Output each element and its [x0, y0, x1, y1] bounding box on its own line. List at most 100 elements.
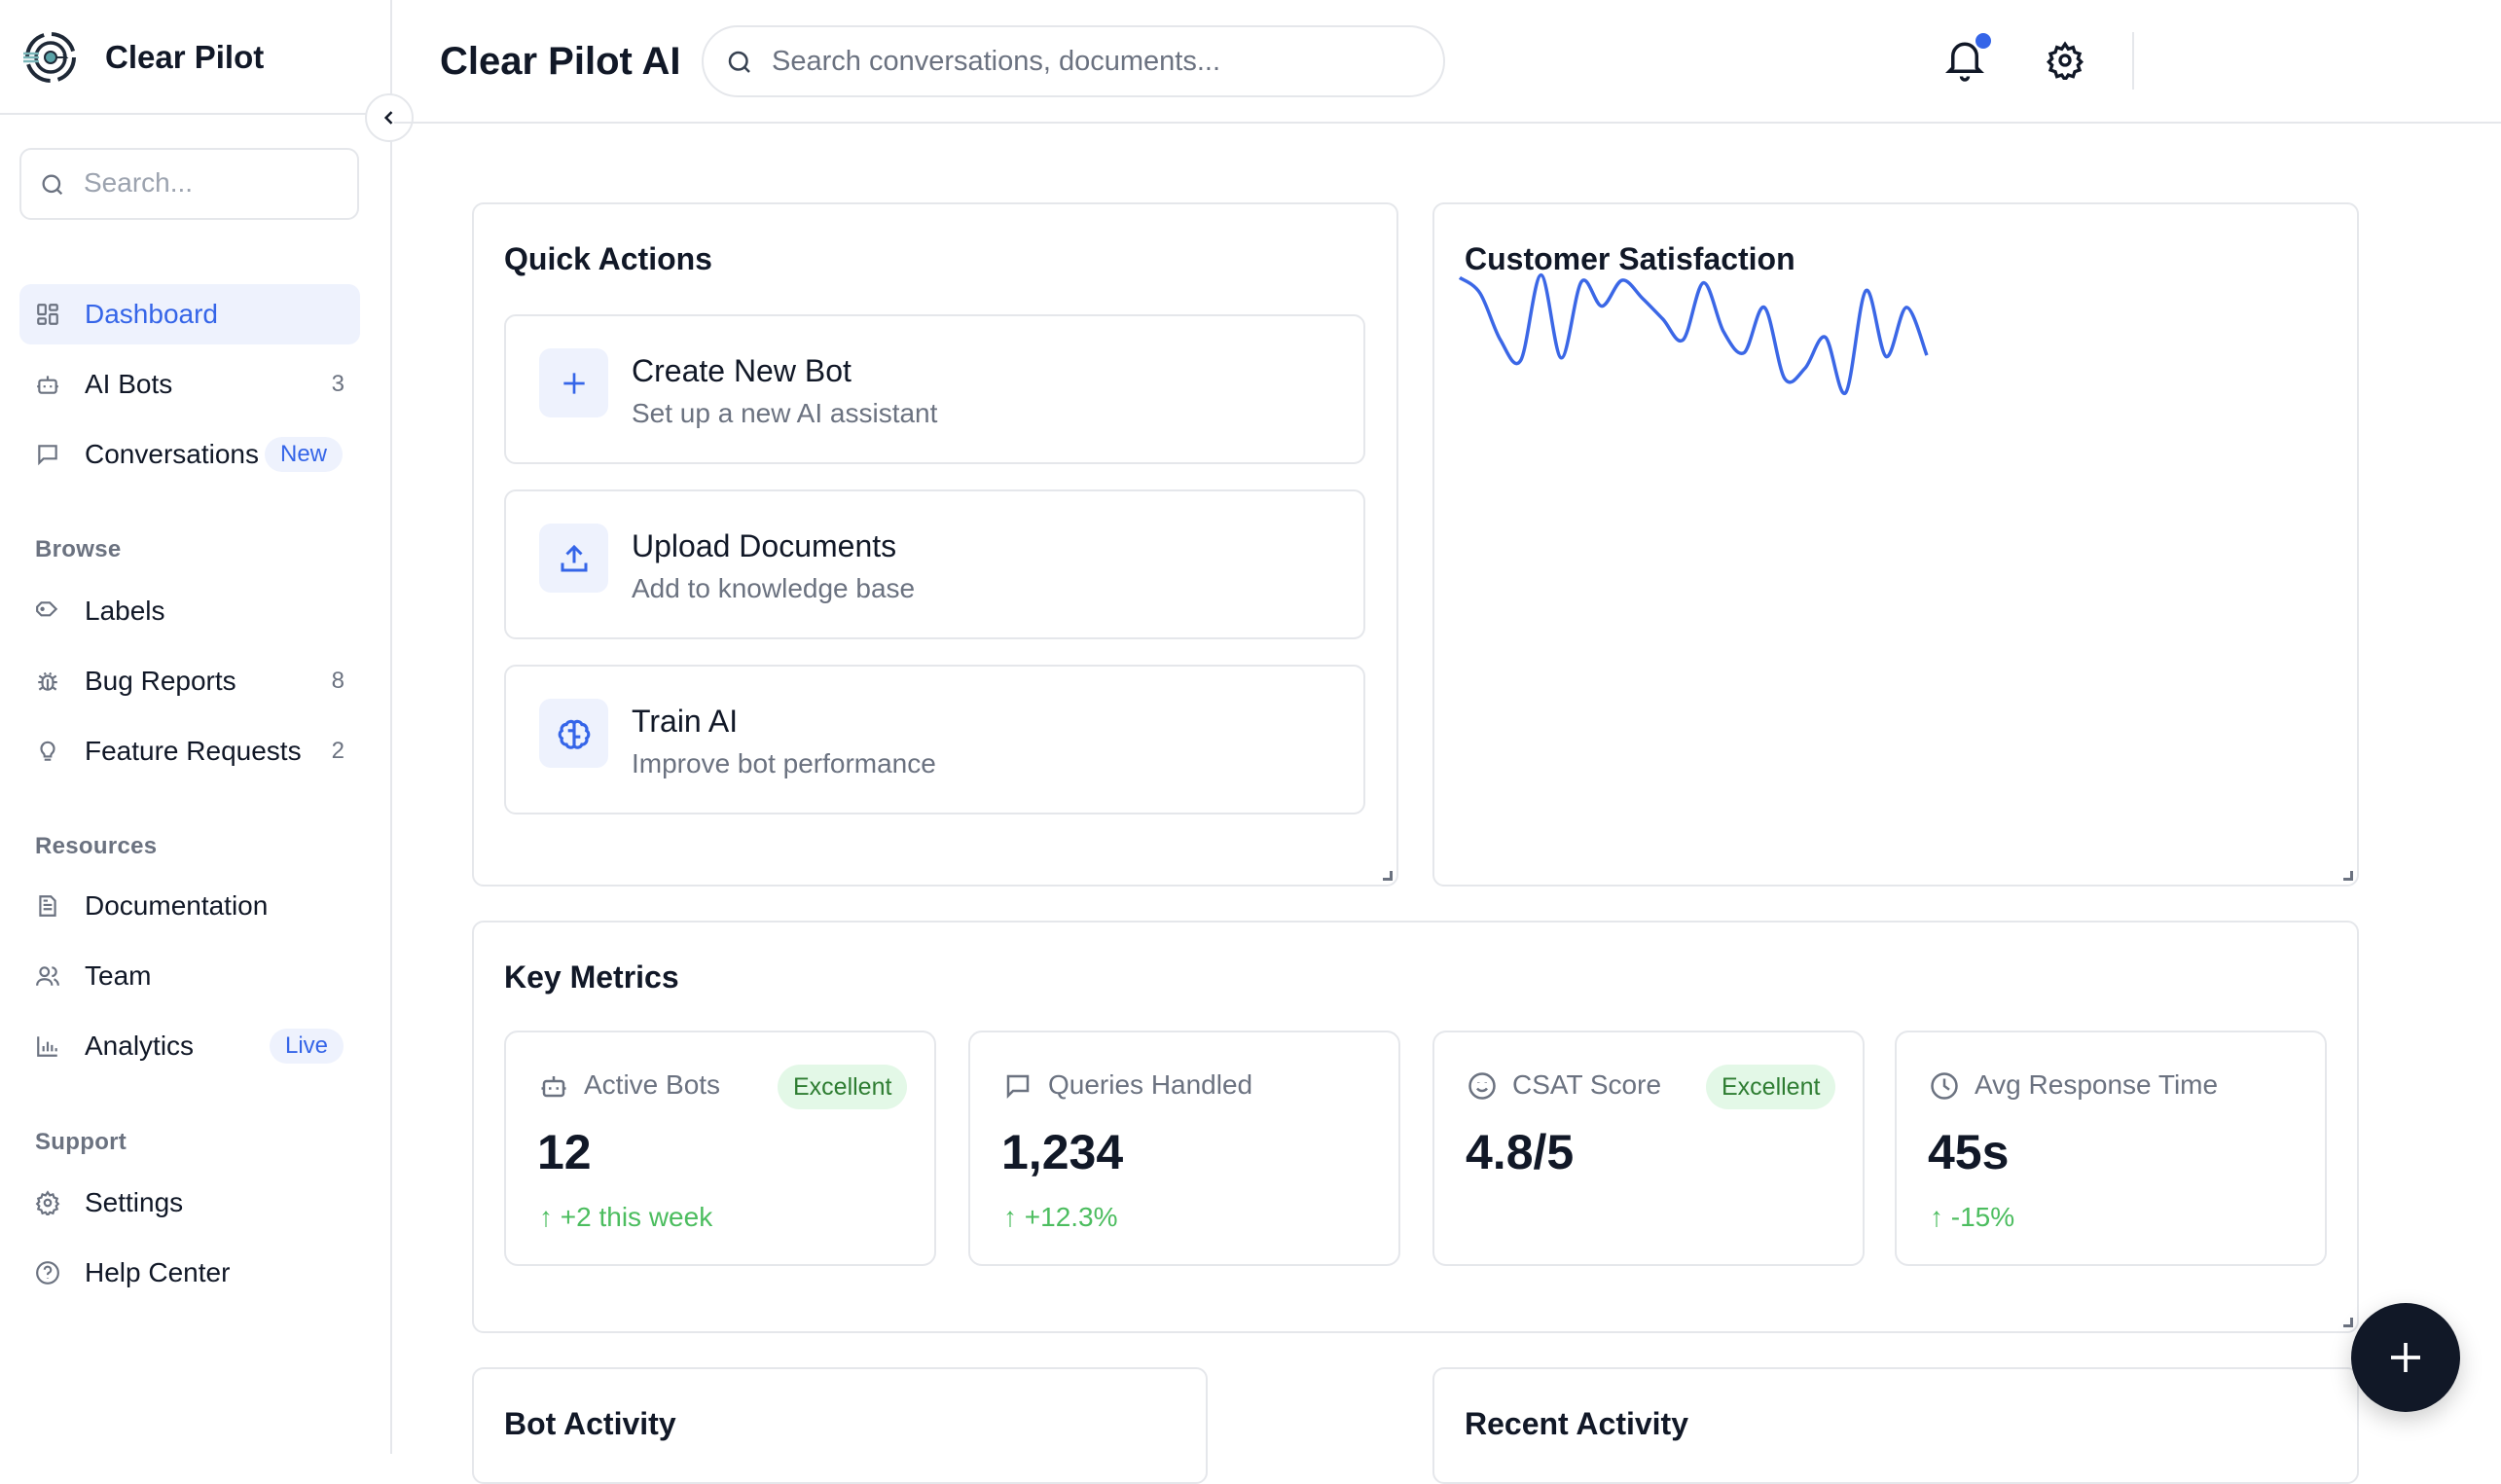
message-icon [1003, 1071, 1033, 1101]
brain-icon [539, 699, 608, 768]
sidebar-item-label: Documentation [85, 890, 269, 921]
satisfaction-line-chart [1458, 272, 1929, 395]
document-icon [35, 893, 60, 919]
search-icon [725, 48, 754, 77]
sidebar-item-label: Analytics [85, 1031, 195, 1061]
search-icon [39, 171, 66, 199]
quick-actions-card [472, 202, 1398, 887]
sidebar-item-label: Conversations [85, 439, 259, 469]
sidebar-item-analytics[interactable]: Analytics Live [19, 1016, 360, 1076]
quick-actions-title: Quick Actions [504, 241, 712, 276]
status-badge: Excellent [778, 1065, 908, 1109]
recent-activity-title: Recent Activity [1465, 1406, 1688, 1441]
action-title: Create New Bot [632, 353, 852, 388]
sidebar: Clear Pilot Dashboard AI Bots 3 Conversa… [0, 0, 392, 1454]
sidebar-item-label: Help Center [85, 1257, 231, 1287]
grid-icon [35, 302, 60, 327]
sidebar-item-feature-requests[interactable]: Feature Requests 2 [19, 721, 360, 781]
brand-name: Clear Pilot [105, 39, 265, 75]
smile-icon [1468, 1071, 1497, 1101]
upload-icon [539, 524, 608, 593]
top-header [394, 0, 2501, 124]
section-title-browse: Browse [35, 536, 122, 562]
create-new-bot-action[interactable]: Create New Bot Set up a new AI assistant [504, 314, 1365, 464]
sidebar-item-label: Settings [85, 1187, 184, 1217]
action-subtitle: Add to knowledge base [632, 573, 916, 603]
metric-card-csat-score: CSAT Score Excellent 4.8/5 [1432, 1031, 1865, 1266]
help-circle-icon [35, 1260, 60, 1285]
header-divider [2132, 32, 2134, 90]
floating-add-button[interactable] [2351, 1303, 2460, 1412]
clock-icon [1930, 1071, 1959, 1101]
sidebar-item-bug-reports[interactable]: Bug Reports 8 [19, 651, 360, 711]
notifications-button[interactable] [1944, 33, 1991, 82]
sidebar-item-dashboard[interactable]: Dashboard [19, 284, 360, 344]
metric-value: 12 [537, 1125, 592, 1179]
resize-handle[interactable] [2343, 871, 2353, 881]
metric-card-queries-handled: Queries Handled 1,234 ↑ +12.3% [968, 1031, 1400, 1266]
sidebar-item-help-center[interactable]: Help Center [19, 1243, 360, 1303]
gear-icon [35, 1190, 60, 1215]
customer-satisfaction-title: Customer Satisfaction [1465, 241, 1795, 276]
live-badge: Live [270, 1029, 344, 1064]
metric-value: 4.8/5 [1466, 1125, 1575, 1179]
sidebar-search[interactable] [19, 148, 359, 220]
tag-icon [35, 598, 60, 624]
new-badge: New [265, 437, 344, 472]
sidebar-item-label: Team [85, 960, 152, 991]
gear-icon [2046, 41, 2084, 80]
count-badge: 8 [331, 668, 344, 694]
count-badge: 2 [331, 738, 344, 764]
sidebar-item-documentation[interactable]: Documentation [19, 876, 360, 936]
metric-card-avg-response-time: Avg Response Time 45s ↑ -15% [1895, 1031, 2327, 1266]
sidebar-item-labels[interactable]: Labels [19, 581, 360, 641]
action-subtitle: Set up a new AI assistant [632, 398, 938, 428]
plus-icon [2386, 1338, 2425, 1377]
customer-satisfaction-card [1432, 202, 2359, 887]
key-metrics-title: Key Metrics [504, 959, 679, 995]
sidebar-item-conversations[interactable]: Conversations New [19, 424, 360, 485]
resize-handle[interactable] [1383, 871, 1393, 881]
sidebar-item-ai-bots[interactable]: AI Bots 3 [19, 354, 360, 415]
message-icon [35, 442, 60, 467]
metric-change: ↑ -15% [1930, 1202, 2015, 1232]
metric-value: 45s [1928, 1125, 2010, 1179]
sidebar-header: Clear Pilot [0, 0, 392, 115]
collapse-sidebar-button[interactable] [365, 93, 414, 142]
sidebar-item-label: Dashboard [85, 299, 218, 329]
global-search[interactable] [702, 25, 1445, 97]
metric-change: ↑ +12.3% [1003, 1202, 1118, 1232]
sidebar-item-label: Bug Reports [85, 666, 236, 696]
bar-chart-icon [35, 1033, 60, 1059]
lightbulb-icon [35, 739, 60, 764]
bot-activity-title: Bot Activity [504, 1406, 676, 1441]
satisfaction-series-line [1458, 272, 1929, 395]
logo-icon [21, 30, 76, 85]
sidebar-item-label: Feature Requests [85, 736, 302, 766]
action-title: Train AI [632, 704, 739, 739]
action-subtitle: Improve bot performance [632, 748, 936, 778]
metric-label: Active Bots [584, 1069, 721, 1100]
upload-documents-action[interactable]: Upload Documents Add to knowledge base [504, 489, 1365, 639]
global-search-input[interactable] [772, 46, 1414, 78]
action-title: Upload Documents [632, 528, 897, 563]
bell-icon [1944, 37, 1985, 82]
page-title: Clear Pilot AI [440, 40, 681, 83]
bot-icon [35, 372, 60, 397]
resize-handle[interactable] [2343, 1318, 2353, 1327]
section-title-support: Support [35, 1129, 127, 1155]
metric-label: CSAT Score [1512, 1069, 1662, 1100]
metric-label: Avg Response Time [1975, 1069, 2219, 1100]
train-ai-action[interactable]: Train AI Improve bot performance [504, 665, 1365, 814]
metric-card-active-bots: Active Bots Excellent 12 ↑ +2 this week [504, 1031, 936, 1266]
status-badge: Excellent [1706, 1065, 1836, 1109]
sidebar-item-settings[interactable]: Settings [19, 1173, 360, 1233]
sidebar-search-input[interactable] [84, 167, 337, 199]
metric-label: Queries Handled [1048, 1069, 1253, 1100]
settings-button[interactable] [2046, 41, 2084, 80]
sidebar-item-label: Labels [85, 596, 165, 626]
chevron-left-icon [380, 108, 399, 127]
sidebar-item-team[interactable]: Team [19, 946, 360, 1006]
notification-dot [1975, 33, 1991, 49]
metric-change: ↑ +2 this week [539, 1202, 713, 1232]
